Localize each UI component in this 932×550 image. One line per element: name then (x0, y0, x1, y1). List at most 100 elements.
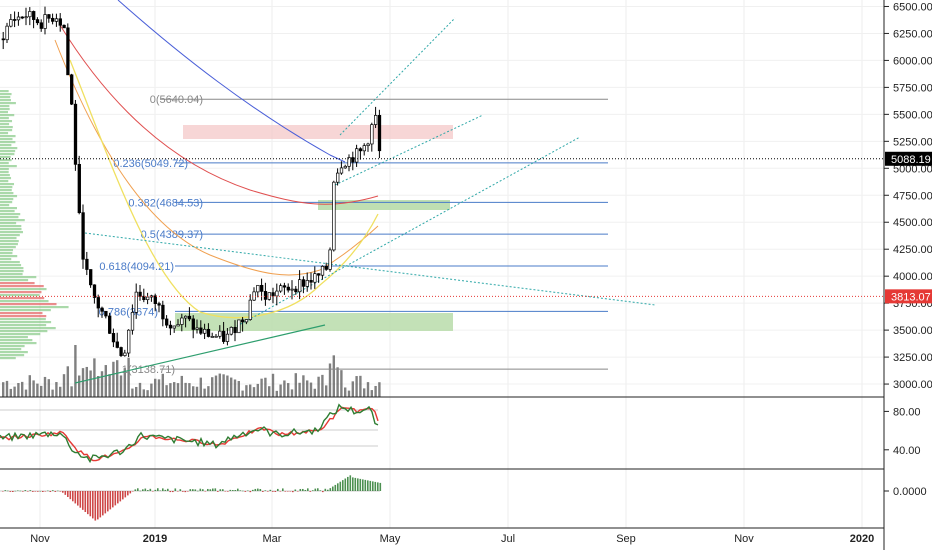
macd-bar (192, 489, 194, 491)
volume-profile-bar (0, 90, 9, 93)
volume-bar (131, 388, 134, 397)
volume-profile-bar (0, 243, 18, 246)
ma-blue (117, 0, 346, 163)
candle-down (47, 14, 51, 19)
macd-bar (374, 481, 377, 491)
fib-label: 0.382(4684.53) (128, 197, 203, 209)
volume-bar (351, 381, 354, 397)
volume-profile-bar (0, 276, 37, 279)
volume-profile-bar (0, 273, 23, 276)
candle-down (62, 24, 66, 29)
y-tick-label: 4750.00 (893, 190, 932, 202)
macd-bar (369, 480, 372, 491)
candle-up (244, 319, 249, 323)
candle-down (85, 258, 89, 270)
volume-profile-bar (0, 234, 20, 237)
volume-profile-bar (0, 225, 22, 228)
candle-up (5, 25, 9, 41)
volume-profile-bar (0, 270, 24, 273)
macd-axis-ticks: 0.0000 (884, 486, 927, 498)
volume-profile-bar (0, 204, 10, 207)
volume-bar (199, 377, 202, 397)
volume-profile-bar (0, 207, 17, 210)
macd-bar (4, 490, 7, 491)
volume-bar (252, 387, 256, 397)
volume-bar (336, 367, 339, 397)
macd-bar (294, 489, 297, 491)
volume-profile-bar (0, 318, 46, 321)
volume-profile-bar (0, 159, 12, 162)
volume-profile-bar (0, 321, 52, 324)
macd-bar (182, 491, 184, 492)
volume-profile-bar (0, 240, 19, 243)
volume-bar (230, 377, 233, 397)
volume-profile-bar (0, 291, 42, 294)
macd-bar (204, 491, 207, 492)
y-tick-label: 5000.00 (893, 163, 932, 175)
volume-bar (62, 374, 66, 397)
volume-bar (226, 375, 229, 397)
macd-bar (242, 490, 244, 492)
candle-up (298, 279, 302, 293)
volume-bar (313, 388, 316, 397)
volume-bar (218, 373, 221, 397)
candle-up (305, 280, 309, 287)
volume-profile-bar (0, 342, 37, 345)
volume-bar (279, 384, 282, 397)
macd-bar (347, 476, 349, 491)
volume-bar (184, 382, 187, 397)
macd-bar (227, 491, 229, 492)
macd-bar (352, 477, 354, 491)
macd-bar (322, 491, 324, 493)
volume-bar (173, 382, 176, 397)
fib-label: 0(5640.04) (150, 94, 203, 106)
volume-profile-bar (0, 354, 25, 357)
candle-down (77, 163, 81, 214)
volume-bar (366, 382, 370, 397)
macd-bar (44, 491, 47, 492)
volume-profile-bar (0, 312, 43, 315)
macd-bar (69, 491, 72, 500)
macd-bar (247, 490, 249, 492)
candle-down (161, 304, 165, 320)
macd-bar (24, 490, 27, 491)
candle-down (294, 288, 298, 293)
macd-bar (252, 489, 254, 491)
volume-profile-bar (0, 213, 21, 216)
macd-bar (154, 489, 157, 491)
volume-bar (123, 368, 126, 397)
volume-bar (119, 375, 123, 397)
candle-down (301, 279, 306, 287)
candle-down (39, 22, 43, 29)
macd-bar (282, 488, 284, 491)
volume-profile-bar (0, 153, 15, 156)
candle-up (328, 249, 332, 270)
x-tick-label: 2020 (850, 533, 874, 545)
volume-bar (340, 370, 343, 397)
macd-bar (284, 491, 287, 492)
candle-up (256, 284, 260, 293)
volume-profile-bar (0, 162, 9, 165)
volume-bar (317, 376, 320, 397)
candle-down (317, 273, 321, 276)
volume-bars (2, 344, 381, 397)
macd-bar (37, 491, 39, 492)
rsi-tick-label: 80.00 (893, 406, 921, 418)
moving-averages (54, 0, 379, 319)
candle-up (146, 296, 150, 301)
macd-bar (249, 491, 252, 493)
macd-bar (222, 489, 224, 491)
candle-up (336, 172, 340, 183)
volume-profile-bar (0, 324, 47, 327)
candle-down (165, 318, 169, 326)
trend-mid (334, 114, 484, 186)
macd-bar (319, 490, 322, 491)
candle-down (73, 103, 78, 165)
volume-bar (142, 389, 145, 397)
macd-bar (292, 491, 294, 493)
volume-profile-bar (0, 231, 23, 234)
y-tick-label: 6500.00 (893, 1, 932, 13)
volume-profile-bar (0, 189, 12, 192)
